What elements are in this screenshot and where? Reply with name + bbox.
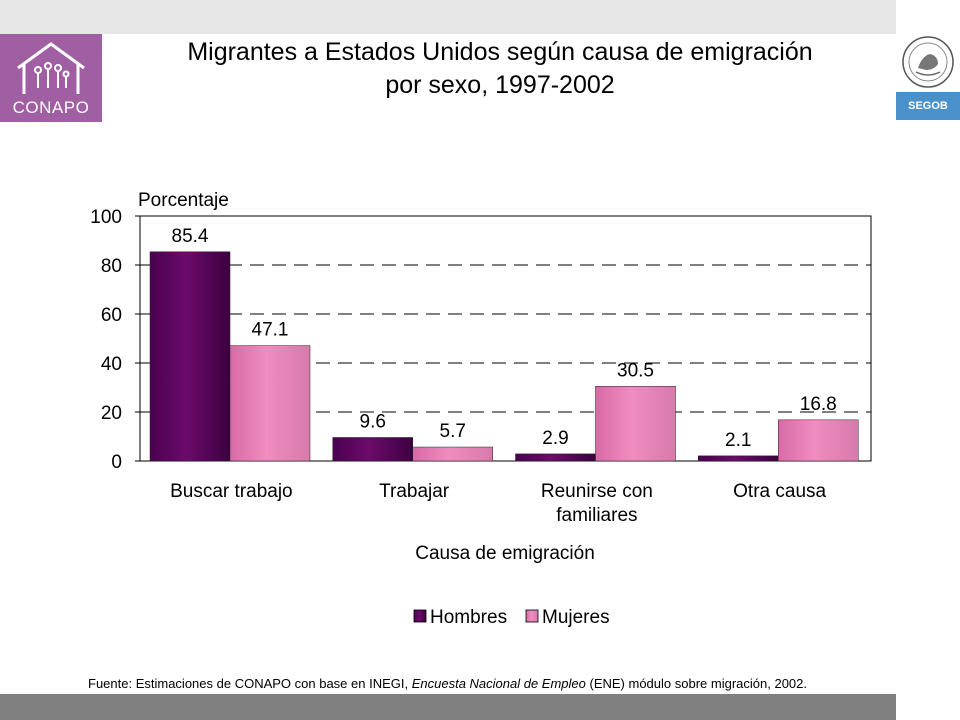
x-axis-label: Causa de emigración bbox=[415, 543, 595, 564]
bar-hombres bbox=[515, 453, 596, 462]
source-prefix: Fuente: Estimaciones de CONAPO con base … bbox=[88, 676, 412, 691]
legend-label: Hombres bbox=[430, 607, 507, 628]
source-italic: Encuesta Nacional de Empleo bbox=[411, 676, 586, 691]
y-tick-label: 100 bbox=[90, 207, 122, 228]
legend-label: Mujeres bbox=[542, 607, 610, 628]
x-tick-label: Buscar trabajo bbox=[170, 481, 293, 502]
x-tick-label: Reunirse con bbox=[541, 481, 653, 502]
bottom-band bbox=[0, 694, 896, 720]
title-line-2: por sexo, 1997-2002 bbox=[385, 71, 615, 99]
conapo-logo: CONAPO bbox=[0, 34, 102, 122]
data-label: 47.1 bbox=[252, 320, 289, 341]
y-tick-label: 20 bbox=[101, 403, 122, 424]
bar-hombres bbox=[698, 455, 779, 462]
legend-swatch bbox=[413, 609, 427, 623]
data-label: 2.9 bbox=[542, 428, 568, 449]
page-title: Migrantes a Estados Unidos según causa d… bbox=[120, 36, 880, 102]
x-tick-label: Otra causa bbox=[733, 481, 826, 502]
bar-mujeres bbox=[229, 345, 311, 462]
y-tick-label: 40 bbox=[101, 354, 122, 375]
top-band bbox=[0, 0, 896, 34]
data-label: 9.6 bbox=[360, 411, 386, 432]
data-label: 85.4 bbox=[172, 226, 209, 247]
data-label: 5.7 bbox=[440, 421, 466, 442]
conapo-logo-text: CONAPO bbox=[12, 98, 90, 117]
segob-badge: SEGOB bbox=[896, 92, 960, 120]
source-suffix: (ENE) módulo sobre migración, 2002. bbox=[585, 676, 808, 691]
plot-area bbox=[139, 215, 872, 462]
mexico-seal-icon bbox=[902, 36, 954, 88]
y-axis-label: Porcentaje bbox=[138, 190, 229, 211]
x-tick-label: Trabajar bbox=[379, 481, 450, 502]
bar-mujeres bbox=[412, 446, 493, 462]
y-tick-label: 80 bbox=[101, 256, 122, 277]
x-tick-label: familiares bbox=[556, 505, 637, 526]
house-icon bbox=[17, 42, 85, 94]
right-strip bbox=[896, 0, 960, 720]
legend-swatch bbox=[525, 609, 539, 623]
bar-hombres bbox=[149, 251, 231, 462]
bar-hombres bbox=[332, 437, 413, 462]
title-line-1: Migrantes a Estados Unidos según causa d… bbox=[187, 38, 813, 66]
data-label: 2.1 bbox=[725, 430, 751, 451]
y-tick-label: 60 bbox=[101, 305, 122, 326]
source-note: Fuente: Estimaciones de CONAPO con base … bbox=[88, 676, 948, 691]
bar-mujeres bbox=[595, 386, 676, 462]
data-label: 30.5 bbox=[617, 360, 654, 381]
data-label: 16.8 bbox=[800, 394, 837, 415]
bar-mujeres bbox=[778, 419, 859, 462]
y-tick-label: 0 bbox=[111, 452, 122, 473]
